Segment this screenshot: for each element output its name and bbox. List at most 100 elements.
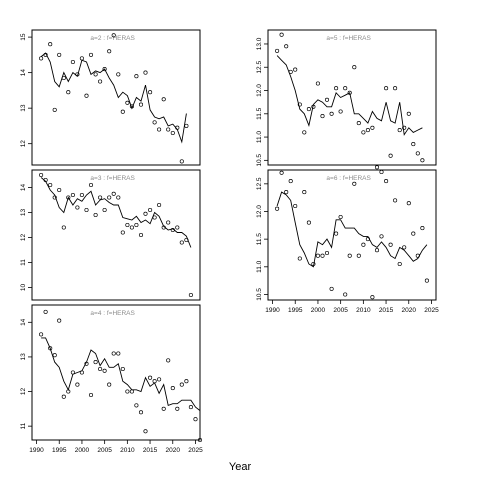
x-tick-label: 2025 [424,307,439,314]
observation-point [129,104,134,109]
panel-2: a=3 : f=HERAS 10 11 12 13 14 [20,169,201,301]
panel-title: a=6 : f=HERAS [326,175,371,182]
observation-point [43,52,48,57]
observation-point [365,128,370,133]
observation-point [397,261,402,267]
observation-point [98,366,103,372]
observation-point [293,203,298,209]
observation-point [370,295,375,300]
observation-point [384,179,389,184]
observation-point [284,44,289,49]
observation-point [143,211,148,216]
observation-point [343,292,348,297]
observation-point [98,195,103,200]
y-tick-label: 13 [20,209,27,217]
observation-point [61,225,66,230]
observation-point [306,107,311,112]
observation-point [306,220,311,225]
observation-point [107,195,112,200]
observation-point [361,130,366,135]
observation-point [411,231,416,236]
observation-point [388,242,393,247]
observation-point [143,429,148,434]
fitted-series-line [276,55,423,136]
observation-point [324,97,330,102]
x-tick-label: 1990 [29,447,44,454]
observation-point [61,75,66,81]
observation-point [75,205,80,210]
observation-point [338,109,343,114]
observation-point [161,225,166,230]
fitted-series-line [40,52,187,144]
y-tick-label: 11.5 [256,107,263,120]
x-tick-label: 2025 [188,447,203,454]
observation-point [275,206,280,211]
observation-point [324,250,330,256]
observation-point [374,165,380,170]
observation-point [138,410,144,415]
panel-5: a=6 : f=HERAS 10.5 11.0 11.5 12.0 12.5 1990 199… [256,169,439,314]
observation-point [197,437,203,443]
observation-point [279,170,284,175]
fitted-series-line [276,191,428,268]
observation-point [179,240,184,245]
y-tick-label: 14 [20,69,27,77]
x-tick-label: 2000 [311,307,326,314]
observation-point [84,361,89,366]
observation-point [57,187,62,193]
observation-point [406,201,411,206]
y-tick-label: 11.0 [256,131,263,144]
y-tick-label: 11.0 [256,260,263,273]
panel-frame [31,169,201,301]
observation-point [93,72,98,77]
observation-point [184,123,189,128]
observation-point [284,190,289,195]
observation-point [70,59,75,65]
observation-point [393,86,398,91]
y-tick-label: 15 [20,33,27,41]
observation-point [134,74,139,79]
observation-point [334,231,339,236]
y-tick-label: 12 [20,388,27,396]
observation-point [315,253,320,258]
panel-1: a=2 : f=HERAS 12 13 14 15 [20,29,201,166]
observation-point [129,225,134,230]
observation-point [334,86,339,91]
x-tick-label: 1995 [288,307,303,314]
y-tick-label: 13 [20,104,27,112]
y-tick-label: 13 [20,353,27,361]
observation-point [107,382,112,387]
observation-point [52,353,57,358]
observation-point [48,42,53,47]
observation-point [48,346,53,351]
y-tick-label: 12 [20,140,27,148]
observation-point [75,382,80,387]
y-tick-label: 11 [20,259,27,266]
x-tick-label: 2020 [166,447,181,454]
panel-title: a=2 : f=HERAS [90,35,135,42]
observation-point [120,366,125,372]
x-axis-title: Year [229,461,252,473]
observation-point [57,318,62,323]
observation-point [129,389,134,394]
observation-point [70,192,75,198]
observation-point [39,172,44,178]
observation-point [352,181,357,186]
panel-frame [267,169,437,301]
y-tick-label: 12.0 [256,84,263,97]
y-tick-label: 10.5 [256,288,263,301]
observation-point [102,67,107,72]
observation-point [420,226,425,231]
observation-point [102,207,107,213]
observation-point [379,234,384,239]
observation-point [116,351,121,356]
observation-point [302,190,307,195]
observation-point [188,292,193,298]
observation-point [134,403,139,408]
observation-point [297,102,302,107]
observation-point [138,102,144,107]
observation-point [275,48,280,53]
observation-point [343,86,348,91]
observation-point [402,125,407,130]
observation-point [43,309,48,314]
